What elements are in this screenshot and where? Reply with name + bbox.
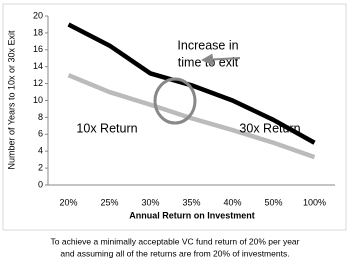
annotation: Increase in [177, 38, 238, 52]
caption: To achieve a minimally acceptable VC fun… [51, 236, 300, 246]
line-series [67, 73, 316, 160]
y-tick-label: 8 [38, 112, 43, 122]
caption: and assuming all of the returns are from… [60, 248, 289, 258]
y-tick-label: 16 [33, 44, 43, 54]
y-tick-label: 14 [33, 61, 43, 71]
x-tick-label: 40% [223, 197, 241, 207]
line-series [67, 22, 316, 145]
annotation: time to exit [178, 55, 239, 69]
y-tick-label: 20 [33, 10, 43, 20]
x-tick-label: 35% [182, 197, 200, 207]
series-label: 10x Return [76, 121, 137, 135]
x-tick-label: 30% [141, 197, 159, 207]
annotation-arrow [201, 53, 241, 66]
y-tick-label: 12 [33, 78, 43, 88]
x-tick-label: 50% [264, 197, 282, 207]
y-tick-label: 2 [38, 162, 43, 172]
y-tick-label: 18 [33, 27, 43, 37]
series-label: 30x Return [239, 121, 300, 135]
x-tick-label: 100% [303, 197, 326, 207]
y-axis-title: Number of Years to 10x or 30x Exit [6, 30, 16, 170]
x-tick-label: 25% [100, 197, 118, 207]
y-tick-label: 0 [38, 179, 43, 189]
y-tick-label: 10 [33, 95, 43, 105]
highlight-circle [153, 77, 197, 125]
y-tick-label: 6 [38, 129, 43, 139]
y-tick-label: 4 [38, 146, 43, 156]
x-axis-title: Annual Return on Investment [129, 210, 255, 220]
x-tick-label: 20% [59, 197, 77, 207]
chart-border [2, 3, 347, 231]
